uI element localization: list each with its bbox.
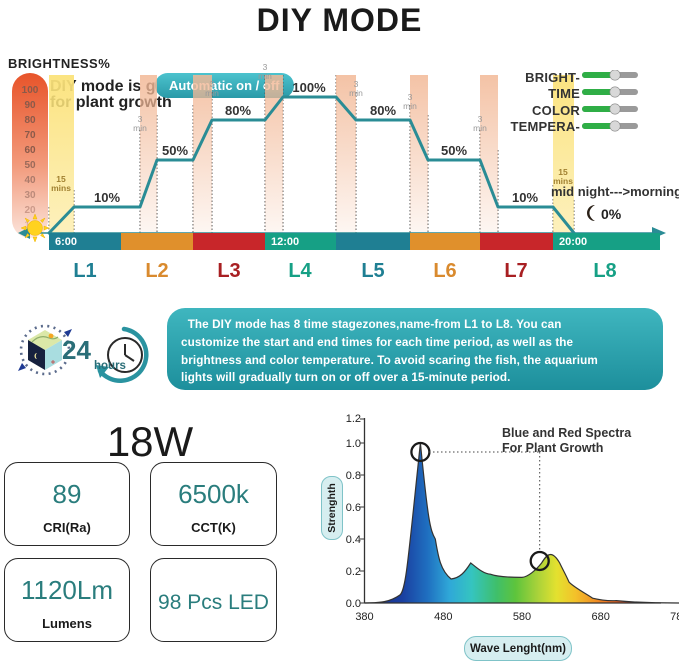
svg-text:380: 380 bbox=[355, 611, 373, 623]
svg-text:780: 780 bbox=[670, 611, 679, 623]
svg-text:480: 480 bbox=[434, 611, 452, 623]
svg-text:1.0: 1.0 bbox=[346, 438, 361, 450]
svg-text:For Plant Growth: For Plant Growth bbox=[502, 441, 603, 455]
svg-text:580: 580 bbox=[513, 611, 531, 623]
svg-text:680: 680 bbox=[592, 611, 610, 623]
svg-text:Blue and Red Spectra: Blue and Red Spectra bbox=[502, 426, 632, 440]
svg-text:0.8: 0.8 bbox=[346, 470, 361, 482]
svg-text:0.0: 0.0 bbox=[346, 598, 361, 610]
svg-text:0.6: 0.6 bbox=[346, 502, 361, 514]
svg-text:1.2: 1.2 bbox=[346, 413, 361, 425]
svg-text:0.4: 0.4 bbox=[346, 534, 361, 546]
svg-text:0.2: 0.2 bbox=[346, 566, 361, 578]
